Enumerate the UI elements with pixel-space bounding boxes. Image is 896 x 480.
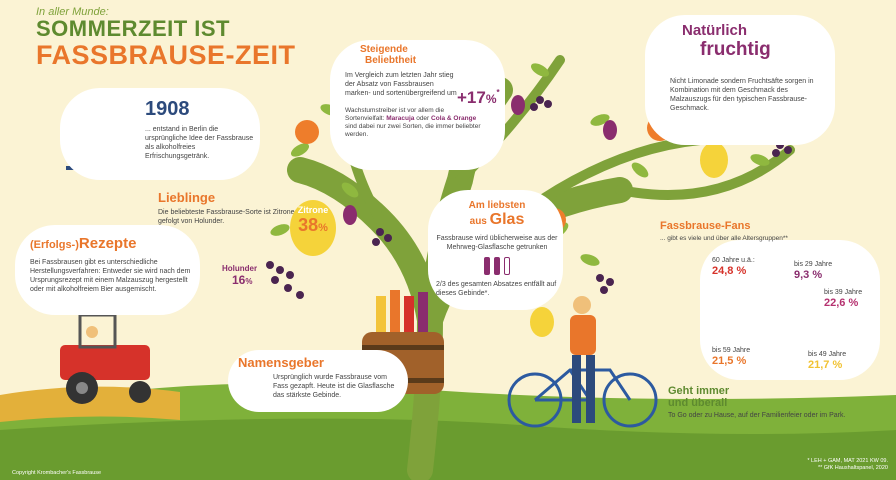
- cloud-fans: [700, 240, 880, 380]
- fans-value-49: 21,7 %: [808, 359, 843, 371]
- holunder-unit: %: [245, 277, 253, 286]
- beliebtheit-mark: *: [496, 88, 500, 97]
- fans-value-39: 22,6 %: [824, 297, 859, 309]
- page-title-line1: SOMMERZEIT IST: [36, 16, 230, 41]
- footnote-2: ** GfK Haushaltspanel, 2020: [817, 465, 888, 471]
- fans-value-60: 24,8 %: [712, 265, 747, 277]
- fans-label-49: bis 49 Jahre: [808, 351, 847, 358]
- zitrone-label: Zitrone: [297, 205, 329, 215]
- cloud-rezepte: [15, 225, 200, 315]
- glas-share-text: 2/3 des gesamten Absatzes entfällt auf d…: [436, 281, 557, 297]
- lieblinge-heading: Lieblinge: [158, 190, 216, 205]
- beliebtheit-heading-2: Beliebtheit: [365, 55, 417, 66]
- namensgeber-text: Ursprünglich wurde Fassbrause vom Fass g…: [273, 374, 395, 399]
- lemon-fruit: [700, 142, 728, 178]
- fans-label-60: 60 Jahre u.ä.:: [712, 257, 755, 264]
- year-1908-text: ... entstand in Berlin die ursprüngliche…: [145, 126, 254, 160]
- cloud-beliebtheit: [330, 40, 505, 170]
- glas-heading-1: Am liebsten: [468, 200, 526, 211]
- fans-heading: Fassbrause-Fans: [660, 220, 751, 232]
- glas-heading-2a: aus: [469, 216, 487, 227]
- ueberall-heading-2: und überall: [668, 397, 728, 409]
- rezepte-heading: Rezepte: [78, 235, 137, 252]
- ueberall-text: To Go oder zu Hause, auf der Familienfei…: [668, 412, 846, 419]
- ground-front: [0, 418, 896, 480]
- beliebtheit-text: Im Vergleich zum letzten Jahr stieg der …: [345, 72, 457, 97]
- copyright: Copyright Krombacher's Fassbrause: [12, 470, 102, 476]
- plum-fruit: [343, 205, 357, 225]
- glas-heading-2b: Glas: [489, 211, 525, 228]
- fans-label-39: bis 39 Jahre: [824, 289, 863, 296]
- namensgeber-heading: Namensgeber: [238, 355, 324, 370]
- fans-subtitle: ... gibt es viele und über alle Altersgr…: [660, 235, 788, 242]
- fruchtig-heading-1: Natürlich: [682, 22, 748, 39]
- growth-text-1: Wachstumstreiber ist vor allem die Sorte…: [345, 107, 445, 122]
- ueberall-heading-1: Geht immer: [668, 385, 730, 397]
- growth-text-2: oder: [416, 115, 430, 122]
- cloud-namensgeber: [228, 350, 408, 412]
- tractor-icon: [60, 313, 151, 404]
- cloud-glas: [428, 190, 563, 310]
- lieblinge-text: Die beliebteste Fassbrause-Sorte ist Zit…: [158, 209, 297, 225]
- rezepte-heading-prefix: (Erfolgs-): [30, 239, 79, 251]
- fruchtig-heading-2: fruchtig: [700, 39, 771, 60]
- footnote-1: * LEH + GAM, MAT 2021 KW 09.: [807, 458, 888, 464]
- fans-value-59: 21,5 %: [712, 355, 747, 367]
- cloud-fruchtig: [645, 15, 835, 145]
- beliebtheit-heading-1: Steigende: [360, 44, 408, 55]
- year-1908-heading: 1908: [145, 98, 190, 120]
- orange-fruit: [295, 120, 319, 144]
- lemon-badge: [290, 200, 336, 256]
- lemon-fruit: [530, 307, 554, 337]
- holunder-value: 16: [232, 273, 246, 287]
- growth-highlight-maracuja: Maracuja: [386, 115, 415, 122]
- plum-fruit: [603, 120, 617, 140]
- glas-text: Fassbrause wird üblicherweise aus der Me…: [436, 235, 558, 251]
- beliebtheit-unit: %: [485, 92, 497, 106]
- plum-fruit: [511, 95, 525, 115]
- zitrone-unit: %: [318, 222, 328, 234]
- holunder-label: Holunder: [222, 264, 258, 273]
- cloud-1908: [60, 88, 260, 180]
- growth-text-3: sind dabei nur zwei Sorten, die immer be…: [345, 123, 481, 138]
- person-icon: [570, 296, 596, 423]
- zitrone-value: 38: [298, 215, 319, 235]
- growth-text: Wachstumstreiber ist vor allem die Sorte…: [345, 107, 483, 139]
- rezepte-text: Bei Fassbrausen gibt es unterschiedliche…: [30, 259, 191, 293]
- page-title-line2: FASSBRAUSE-ZEIT: [36, 40, 296, 70]
- fruchtig-text: Nicht Limonade sondern Fruchtsäfte sorge…: [670, 78, 814, 112]
- growth-highlight-cola-orange: Cola & Orange: [431, 115, 477, 122]
- fans-label-29: bis 29 Jahre: [794, 261, 833, 268]
- fans-label-59: bis 59 Jahre: [712, 347, 751, 354]
- header-kicker: In aller Munde:: [36, 6, 109, 18]
- bottles-icon: [376, 290, 428, 332]
- fans-value-29: 9,3 %: [794, 269, 823, 281]
- glass-bottles-icon: [477, 257, 517, 277]
- beliebtheit-value: +17: [457, 88, 486, 107]
